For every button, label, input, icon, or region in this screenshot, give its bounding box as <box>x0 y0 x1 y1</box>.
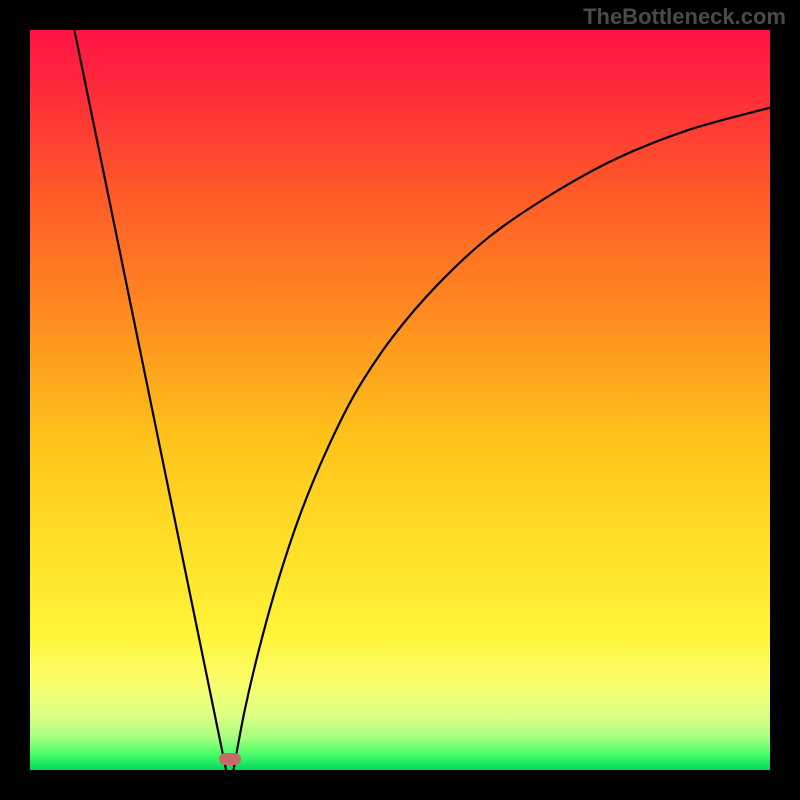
optimal-point-marker <box>219 753 241 765</box>
watermark-text: TheBottleneck.com <box>583 4 786 30</box>
curve-layer <box>30 30 770 770</box>
plot-area <box>30 30 770 770</box>
chart-frame: TheBottleneck.com <box>0 0 800 800</box>
